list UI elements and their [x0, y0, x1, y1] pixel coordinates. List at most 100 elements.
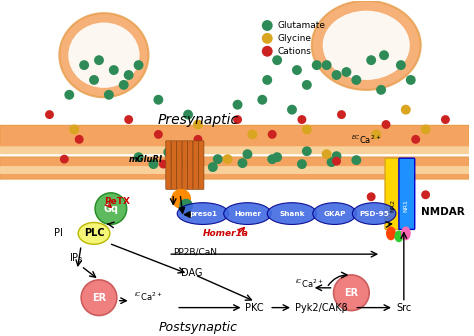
Ellipse shape — [352, 203, 396, 224]
FancyBboxPatch shape — [188, 141, 193, 189]
Circle shape — [60, 155, 69, 164]
Circle shape — [81, 280, 117, 316]
FancyBboxPatch shape — [385, 158, 401, 229]
Text: $^{EC}$Ca$^{2+}$: $^{EC}$Ca$^{2+}$ — [351, 134, 382, 146]
Circle shape — [164, 147, 173, 157]
Circle shape — [213, 154, 223, 164]
Circle shape — [94, 55, 104, 65]
Circle shape — [262, 20, 273, 31]
Circle shape — [302, 146, 312, 156]
FancyBboxPatch shape — [0, 146, 469, 154]
Text: Pyk2/CAKβ: Pyk2/CAKβ — [295, 303, 348, 312]
Circle shape — [173, 149, 183, 159]
Circle shape — [89, 75, 99, 85]
Circle shape — [332, 70, 341, 80]
Text: IP$_3$: IP$_3$ — [69, 251, 84, 265]
Text: PI: PI — [55, 228, 64, 238]
Circle shape — [312, 60, 322, 70]
Circle shape — [420, 125, 430, 134]
FancyBboxPatch shape — [199, 141, 204, 189]
Circle shape — [441, 115, 450, 124]
Circle shape — [193, 120, 203, 129]
Circle shape — [371, 129, 381, 139]
Circle shape — [421, 190, 430, 199]
Circle shape — [109, 65, 119, 75]
Ellipse shape — [323, 11, 410, 80]
Text: Src: Src — [396, 303, 411, 312]
FancyBboxPatch shape — [0, 125, 469, 147]
Circle shape — [104, 90, 114, 100]
Circle shape — [379, 50, 389, 60]
Circle shape — [171, 189, 191, 209]
Ellipse shape — [312, 1, 420, 90]
Circle shape — [376, 85, 386, 95]
Circle shape — [262, 46, 273, 57]
Ellipse shape — [394, 230, 403, 242]
Circle shape — [332, 151, 341, 161]
Text: Homer1a: Homer1a — [203, 229, 249, 238]
Circle shape — [257, 95, 267, 105]
Text: $^{IC}$Ca$^{2+}$: $^{IC}$Ca$^{2+}$ — [295, 278, 323, 290]
Ellipse shape — [401, 226, 411, 240]
Circle shape — [272, 55, 282, 65]
Circle shape — [134, 152, 144, 162]
Circle shape — [382, 120, 391, 129]
Circle shape — [366, 55, 376, 65]
Circle shape — [243, 149, 252, 159]
Circle shape — [396, 60, 406, 70]
Circle shape — [302, 125, 312, 134]
Circle shape — [337, 110, 346, 119]
Text: NR2: NR2 — [390, 199, 395, 212]
Text: ER: ER — [92, 293, 106, 303]
Circle shape — [178, 156, 188, 166]
FancyBboxPatch shape — [182, 141, 188, 189]
Circle shape — [262, 75, 272, 85]
Text: preso1: preso1 — [189, 211, 217, 217]
Circle shape — [233, 115, 242, 124]
Circle shape — [148, 159, 158, 169]
Circle shape — [292, 65, 302, 75]
Ellipse shape — [313, 203, 356, 224]
Text: Postsynaptic: Postsynaptic — [158, 321, 237, 334]
Text: Shank: Shank — [279, 211, 305, 217]
Text: PeTX: PeTX — [104, 197, 130, 206]
Text: NR1: NR1 — [404, 199, 409, 212]
Ellipse shape — [59, 13, 148, 97]
Ellipse shape — [267, 203, 317, 224]
Text: DAG: DAG — [181, 268, 202, 278]
Circle shape — [297, 159, 307, 169]
Text: Glycine: Glycine — [277, 34, 311, 43]
Circle shape — [233, 100, 243, 110]
FancyBboxPatch shape — [193, 141, 199, 189]
Circle shape — [95, 193, 127, 224]
Circle shape — [267, 154, 277, 164]
Circle shape — [193, 135, 202, 144]
Text: mGluRI: mGluRI — [128, 155, 163, 164]
Circle shape — [179, 199, 193, 213]
Ellipse shape — [68, 23, 139, 88]
Circle shape — [406, 75, 416, 85]
Text: PLC: PLC — [84, 228, 104, 238]
Circle shape — [268, 130, 277, 139]
FancyBboxPatch shape — [177, 141, 182, 189]
Text: Glutamate: Glutamate — [277, 21, 325, 30]
Text: NMDAR: NMDAR — [420, 207, 465, 217]
Circle shape — [223, 154, 233, 164]
Circle shape — [134, 60, 144, 70]
Circle shape — [124, 115, 133, 124]
Circle shape — [79, 60, 89, 70]
Text: ER: ER — [344, 288, 358, 298]
Text: Cations: Cations — [277, 47, 311, 56]
Circle shape — [193, 150, 203, 160]
Circle shape — [69, 125, 79, 134]
Circle shape — [341, 67, 351, 77]
Circle shape — [327, 157, 337, 167]
Text: PP2B/CaN: PP2B/CaN — [173, 247, 217, 256]
Circle shape — [332, 157, 341, 166]
Circle shape — [411, 135, 420, 144]
Text: $^{IC}$Ca$^{2+}$: $^{IC}$Ca$^{2+}$ — [134, 290, 162, 303]
Circle shape — [322, 149, 332, 159]
Ellipse shape — [78, 222, 110, 244]
Circle shape — [302, 80, 312, 90]
Text: GKAP: GKAP — [323, 211, 346, 217]
